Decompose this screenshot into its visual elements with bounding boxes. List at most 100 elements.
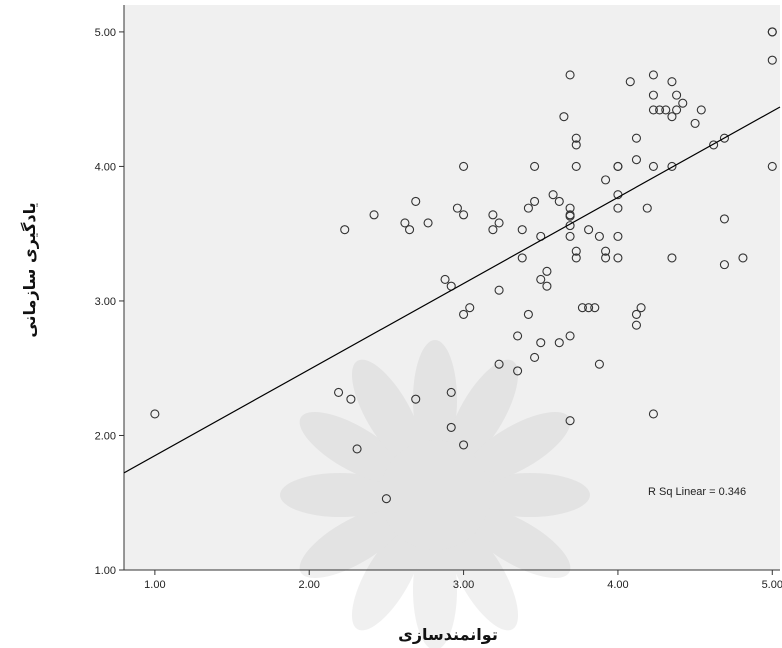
data-point xyxy=(494,285,504,295)
data-point xyxy=(488,225,498,235)
y-tick-label: 5.00 xyxy=(95,27,116,39)
data-point xyxy=(530,196,540,206)
data-point xyxy=(340,225,350,235)
watermark-petal xyxy=(351,359,424,466)
data-point xyxy=(767,55,777,65)
watermark-core xyxy=(380,440,490,550)
data-point xyxy=(452,203,462,213)
x-tick-label: 5.00 xyxy=(762,579,782,591)
data-point xyxy=(648,161,658,171)
data-point xyxy=(571,246,581,256)
data-point xyxy=(465,303,475,313)
data-point xyxy=(631,309,642,319)
data-point xyxy=(405,225,415,235)
watermark-petal xyxy=(280,473,400,517)
y-tick-label: 4.00 xyxy=(95,161,116,173)
data-point xyxy=(613,231,623,241)
data-point xyxy=(678,98,688,108)
data-point xyxy=(517,225,527,235)
data-point xyxy=(554,338,564,348)
y-axis-title: یادگیری سازمانی xyxy=(20,202,39,337)
data-point xyxy=(661,105,671,115)
data-point xyxy=(571,140,581,150)
data-point xyxy=(590,303,600,313)
data-point xyxy=(709,140,719,150)
data-point xyxy=(648,409,658,419)
data-point xyxy=(613,161,623,171)
x-tick-label: 2.00 xyxy=(299,579,320,591)
y-tick-label: 3.00 xyxy=(95,296,116,308)
data-point xyxy=(625,77,635,87)
data-point xyxy=(411,196,421,206)
data-point xyxy=(400,218,410,228)
data-point xyxy=(571,161,581,171)
y-tick-label: 2.00 xyxy=(95,430,116,442)
data-point xyxy=(719,260,729,270)
watermark-petal xyxy=(413,340,457,460)
data-point xyxy=(636,303,646,313)
data-point xyxy=(352,444,362,454)
data-point xyxy=(565,416,575,426)
data-point xyxy=(767,27,777,37)
data-point xyxy=(648,90,658,100)
watermark-petal xyxy=(464,411,571,484)
watermark-petal xyxy=(351,524,424,631)
data-point xyxy=(459,210,469,220)
x-axis-title: توانمندسازی xyxy=(398,625,498,644)
x-tick-label: 3.00 xyxy=(453,579,474,591)
data-point xyxy=(667,253,677,263)
data-point xyxy=(648,70,658,80)
data-point xyxy=(565,231,575,241)
watermark-petal xyxy=(470,473,590,517)
data-point xyxy=(542,281,552,291)
data-point xyxy=(565,211,575,221)
watermark-petal xyxy=(299,411,406,484)
data-point xyxy=(667,161,677,171)
data-point xyxy=(459,309,469,319)
watermark-petal xyxy=(413,530,457,648)
data-point xyxy=(494,359,504,369)
data-point xyxy=(571,253,581,263)
data-point xyxy=(150,409,160,419)
data-point xyxy=(767,161,777,171)
data-point xyxy=(584,225,594,235)
data-point xyxy=(411,394,421,404)
regression-line xyxy=(123,106,781,474)
data-point xyxy=(346,394,356,404)
data-point xyxy=(334,387,344,397)
data-point xyxy=(459,440,469,450)
data-point xyxy=(446,387,456,397)
data-point xyxy=(601,253,611,263)
data-point xyxy=(494,218,504,228)
plot-area xyxy=(124,5,780,570)
data-point xyxy=(542,266,552,276)
data-point xyxy=(530,352,540,363)
data-point xyxy=(672,105,682,115)
scatter-points xyxy=(150,27,777,504)
data-point xyxy=(667,112,677,122)
data-point xyxy=(369,210,379,220)
data-point xyxy=(613,203,623,213)
r-squared-annotation: R Sq Linear = 0.346 xyxy=(648,486,746,498)
watermark-logo xyxy=(280,340,590,648)
data-point xyxy=(523,309,533,319)
data-point xyxy=(548,190,558,200)
data-point xyxy=(536,274,546,284)
data-point xyxy=(631,320,642,330)
data-point xyxy=(577,303,587,313)
watermark-petal xyxy=(299,506,406,579)
data-point xyxy=(672,90,682,100)
x-axis-ticks: 1.00 2.00 3.00 4.00 5.00 xyxy=(144,570,782,591)
data-point xyxy=(601,175,611,185)
watermark-petal xyxy=(464,506,571,579)
data-point xyxy=(530,161,540,171)
watermark-petal xyxy=(446,524,519,631)
data-point xyxy=(565,70,575,80)
data-point xyxy=(719,214,729,224)
data-point xyxy=(554,196,564,206)
data-point xyxy=(690,118,700,128)
data-point xyxy=(631,155,642,165)
data-point xyxy=(642,203,652,213)
watermark-petal xyxy=(446,359,519,466)
data-point xyxy=(517,253,527,263)
